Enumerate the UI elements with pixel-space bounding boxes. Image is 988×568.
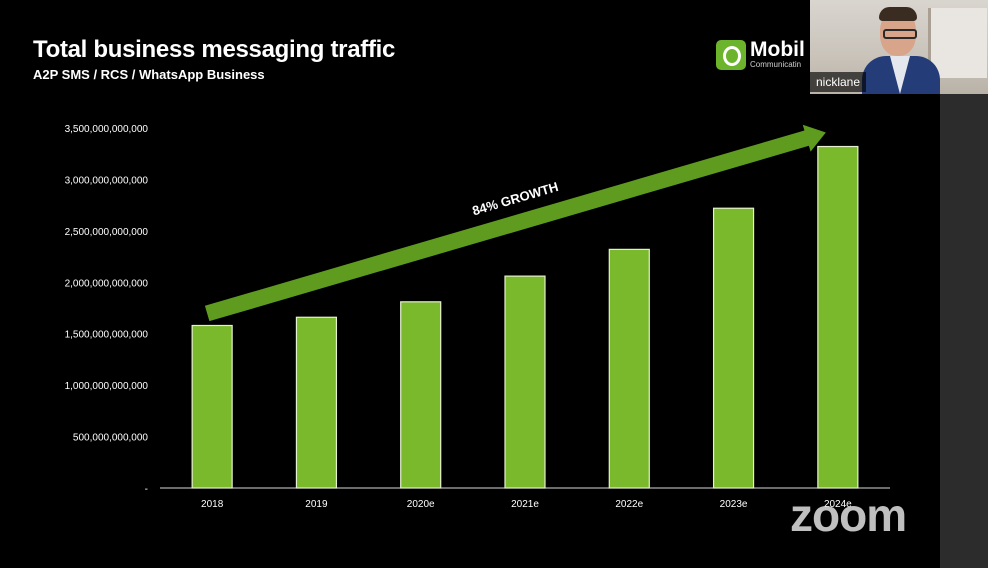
presentation-slide: Total business messaging traffic A2P SMS… — [33, 36, 890, 510]
x-tick-label: 2020e — [407, 499, 435, 510]
bar-chart: - 500,000,000,000 1,000,000,000,000 1,500,0… — [65, 124, 890, 510]
y-tick-label: 3,500,000,000,000 — [65, 124, 149, 135]
x-tick-label: 2024e — [824, 499, 852, 510]
gallery-side-strip — [940, 0, 988, 568]
y-tick-label: 1,500,000,000,000 — [65, 330, 149, 341]
x-tick-label: 2021e — [511, 499, 539, 510]
participant-video-tile[interactable]: nicklane — [810, 0, 988, 94]
bar-2021e — [504, 275, 546, 489]
bar-2020e — [400, 301, 442, 489]
bar-2023e — [712, 207, 755, 489]
bar-2019 — [295, 316, 338, 489]
slide-subtitle: A2P SMS / RCS / WhatsApp Business — [33, 67, 265, 82]
background-window — [928, 8, 987, 78]
logo-subtext: Communicatin — [750, 60, 802, 69]
bar-2024e — [817, 145, 859, 489]
bar-2022e — [608, 248, 650, 489]
participant-name-label: nicklane — [810, 72, 867, 92]
logo-mark-icon — [716, 40, 746, 70]
x-tick-label: 2023e — [720, 499, 748, 510]
y-tick-label: 3,000,000,000,000 — [65, 175, 149, 186]
zoom-watermark: zoom — [790, 489, 907, 541]
glasses-icon — [883, 29, 917, 39]
growth-arrow-icon — [204, 124, 826, 322]
x-tick-label: 2019 — [305, 499, 328, 510]
participant-hair — [879, 7, 917, 21]
y-tick-label: 1,000,000,000,000 — [65, 381, 149, 392]
y-tick-label: 500,000,000,000 — [73, 433, 149, 444]
logo-name: Mobil — [750, 40, 805, 61]
x-tick-label: 2022e — [615, 499, 643, 510]
growth-arrow-shape — [204, 124, 826, 322]
bar-2018 — [191, 324, 233, 489]
slide-title: Total business messaging traffic — [33, 36, 396, 63]
x-tick-label: 2018 — [201, 499, 224, 510]
y-tick-label: 2,000,000,000,000 — [65, 278, 149, 289]
y-tick-label: - — [145, 484, 148, 495]
y-tick-label: 2,500,000,000,000 — [65, 227, 149, 238]
company-logo: Mobil Communicatin — [716, 40, 810, 72]
